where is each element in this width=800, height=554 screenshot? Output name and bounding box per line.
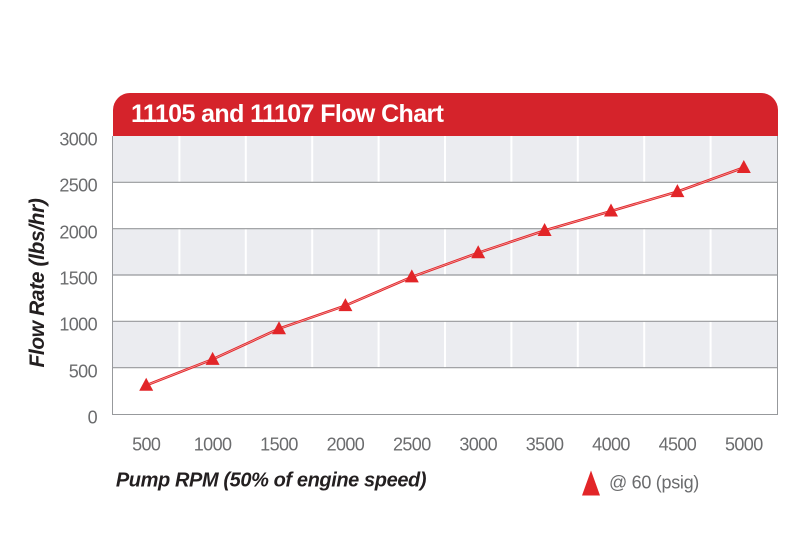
y-tick-label: 3000 [59,129,97,150]
x-tick-label: 3500 [525,434,564,455]
x-tick-label: 2500 [392,434,431,455]
x-tick-label: 4000 [592,434,630,455]
y-tick-label: 1500 [59,268,97,289]
legend: @ 60 (psig) [582,470,700,496]
chart-title-bar: 11105 and 11107 Flow Chart [113,93,778,136]
x-tick-label: 3000 [459,434,498,455]
plot-svg [113,136,777,414]
y-tick-label: 2500 [59,175,97,196]
y-tick-label: 2000 [59,222,97,243]
x-tick-label: 2000 [326,434,365,455]
x-tick-label: 5000 [724,434,763,455]
legend-label: @ 60 (psig) [609,472,700,493]
x-tick-label: 4500 [658,434,697,455]
y-tick-label: 1000 [59,314,97,335]
triangle-marker-icon [582,470,600,496]
x-tick-label: 1500 [260,434,298,455]
chart-title: 11105 and 11107 Flow Chart [131,100,444,128]
plot-area [112,136,778,415]
y-tick-label: 0 [87,407,98,428]
x-tick-label: 1000 [193,434,232,455]
x-axis-label: Pump RPM (50% of engine speed) [115,469,427,492]
y-tick-label: 500 [68,361,98,382]
x-tick-label: 500 [132,434,161,455]
